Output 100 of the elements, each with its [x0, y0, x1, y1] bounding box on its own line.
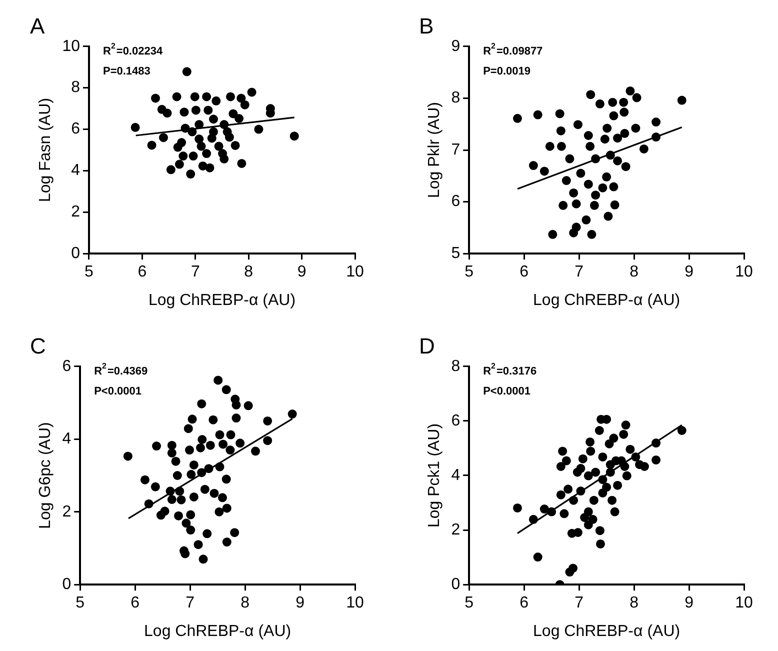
x-tick-label: 6	[520, 264, 529, 281]
point	[578, 454, 588, 464]
point	[196, 142, 206, 151]
point	[609, 111, 618, 120]
point	[576, 464, 586, 473]
point	[596, 539, 605, 548]
y-axis-title: Log G6pc (AU)	[37, 422, 54, 529]
point	[556, 142, 566, 151]
y-tick-label: 8	[451, 90, 460, 107]
x-tick-label: 7	[574, 594, 584, 612]
point	[558, 446, 568, 456]
point	[584, 471, 593, 480]
x-tick-label: 10	[735, 264, 753, 281]
point	[208, 114, 218, 124]
point	[202, 92, 212, 102]
x-tick-label: 10	[735, 594, 753, 612]
point	[555, 109, 564, 118]
point	[576, 486, 586, 496]
point	[589, 496, 598, 505]
point	[606, 150, 615, 160]
y-axis-title: Log Fasn (AU)	[37, 98, 54, 202]
point	[172, 92, 182, 102]
x-tick-label: 9	[684, 264, 694, 281]
point	[162, 108, 172, 118]
point	[620, 108, 629, 117]
y-tick-label: 0	[71, 245, 80, 262]
point	[608, 496, 617, 505]
point	[190, 92, 200, 102]
point	[613, 156, 622, 166]
point	[204, 106, 213, 115]
point	[226, 92, 236, 102]
x-tick-label: 8	[240, 594, 250, 612]
y-tick-label: 6	[71, 120, 80, 138]
point	[598, 183, 608, 192]
y-tick-label: 5	[451, 245, 460, 262]
point	[528, 514, 538, 524]
point	[595, 99, 604, 108]
point	[598, 475, 608, 484]
point	[548, 230, 558, 239]
point	[560, 509, 569, 518]
y-tick-label: 7	[451, 141, 460, 158]
x-tick-label: 8	[630, 594, 639, 612]
x-axis-title: Log ChREBP-α (AU)	[533, 292, 680, 309]
chart-title: A	[30, 13, 45, 38]
y-tick-label: 8	[71, 79, 80, 96]
point	[622, 471, 632, 480]
point	[588, 514, 598, 524]
point	[512, 503, 522, 512]
y-tick-label: 4	[71, 162, 80, 180]
point	[652, 132, 661, 142]
y-tick-label: 6	[62, 358, 72, 375]
point	[572, 222, 581, 232]
point	[556, 126, 566, 136]
point	[212, 96, 221, 106]
point	[586, 437, 595, 446]
point	[562, 176, 571, 186]
point	[586, 90, 596, 100]
y-axis-title: Log Pklr (AU)	[426, 102, 444, 198]
annotation: P=0.1483	[102, 65, 150, 78]
point	[609, 182, 618, 192]
point	[547, 507, 556, 516]
point	[602, 124, 612, 133]
point	[584, 130, 593, 140]
x-axis-title: Log ChREBP-α (AU)	[533, 622, 680, 640]
point	[220, 154, 229, 164]
point	[220, 120, 229, 130]
point	[600, 134, 610, 144]
point	[180, 108, 189, 117]
point	[564, 484, 573, 494]
x-tick-label: 7	[190, 264, 200, 281]
point	[254, 124, 264, 134]
x-tick-label: 10	[346, 594, 364, 612]
point	[621, 162, 630, 172]
x-tick-label: 6	[138, 264, 147, 281]
point	[237, 158, 246, 168]
y-tick-label: 4	[451, 466, 460, 484]
point	[180, 124, 190, 133]
point	[240, 100, 250, 110]
y-tick-label: 2	[451, 521, 460, 538]
point	[130, 122, 140, 132]
point	[182, 67, 192, 76]
chart-title: B	[419, 13, 434, 38]
point	[540, 166, 549, 176]
point	[512, 114, 522, 123]
point	[595, 526, 604, 536]
point	[545, 142, 554, 151]
point	[540, 504, 549, 514]
point	[590, 200, 599, 210]
point	[533, 552, 542, 562]
point	[586, 142, 595, 151]
point	[202, 149, 212, 158]
point	[587, 230, 596, 239]
point	[556, 490, 566, 500]
point	[619, 430, 628, 439]
point	[558, 200, 568, 210]
point	[606, 468, 615, 477]
point	[604, 212, 613, 221]
y-tick-label: 2	[71, 204, 80, 221]
annotation: P<0.0001	[483, 385, 531, 398]
point	[621, 420, 630, 430]
